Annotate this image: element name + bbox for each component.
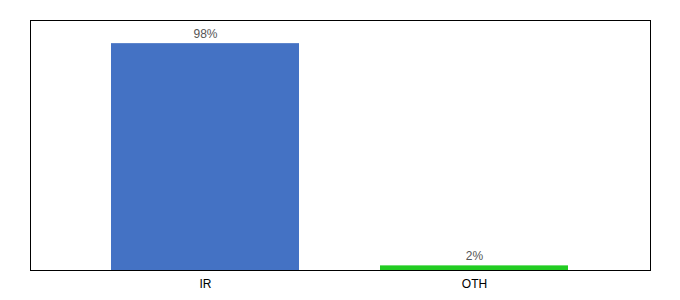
svg-text:98%: 98% (193, 27, 217, 41)
svg-text:OTH: OTH (462, 277, 487, 291)
svg-text:2%: 2% (466, 249, 484, 263)
svg-text:IR: IR (200, 277, 212, 291)
